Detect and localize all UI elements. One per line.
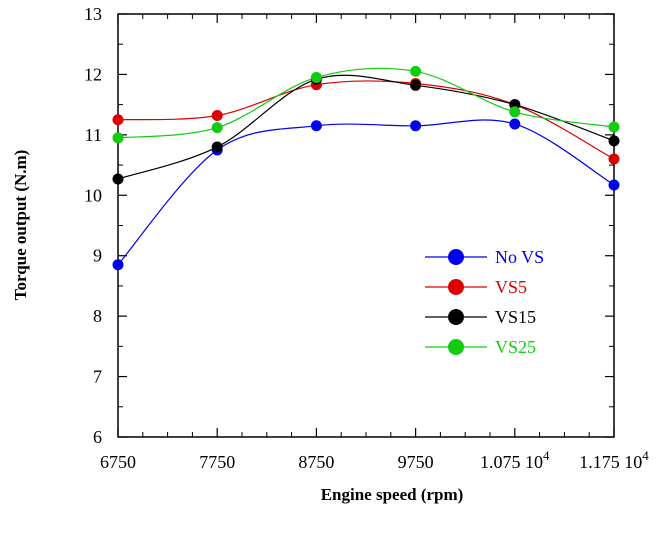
y-tick-label: 9 — [93, 246, 102, 266]
y-tick-label: 6 — [93, 427, 102, 447]
series-line-3 — [117, 67, 615, 139]
y-tick-label: 8 — [93, 306, 102, 326]
data-point — [211, 122, 223, 134]
y-tick-label: 11 — [85, 125, 102, 145]
series-line-1 — [117, 80, 615, 160]
x-tick-label: 1.075 104 — [480, 448, 550, 472]
data-point — [410, 120, 422, 132]
series-line-0 — [117, 119, 615, 266]
x-tick-label: 6750 — [100, 452, 136, 472]
series-points — [112, 65, 620, 271]
data-point — [310, 120, 322, 132]
data-point — [211, 141, 223, 153]
data-point — [608, 179, 620, 191]
x-tick-label: 7750 — [199, 452, 235, 472]
legend-label: VS5 — [495, 277, 527, 297]
x-tick-label: 1.175 104 — [579, 448, 649, 472]
data-point — [112, 173, 124, 185]
data-point — [211, 110, 223, 122]
data-point — [608, 135, 620, 147]
y-tick-label: 13 — [84, 4, 102, 24]
x-tick-label: 8750 — [298, 452, 334, 472]
data-point — [410, 79, 422, 91]
data-point — [509, 118, 521, 130]
data-point — [310, 71, 322, 83]
legend: No VS VS5 VS15 VS25 — [425, 247, 544, 357]
data-point — [509, 106, 521, 118]
axis-tick-labels: 6 7 8 9 10 11 12 13 6750 7750 8750 9750 1.075 104 1.1… — [84, 4, 649, 472]
data-point — [112, 114, 124, 126]
legend-label: VS25 — [495, 337, 536, 357]
series-line-2 — [117, 74, 615, 180]
legend-marker — [448, 249, 464, 265]
data-point — [112, 132, 124, 144]
x-axis-title: Engine speed (rpm) — [321, 485, 464, 504]
data-point — [608, 121, 620, 133]
axis-ticks — [117, 13, 615, 438]
legend-marker — [448, 309, 464, 325]
legend-marker — [448, 339, 464, 355]
y-tick-label: 7 — [93, 367, 102, 387]
y-tick-label: 12 — [84, 64, 102, 84]
y-axis-title: Torque output (N.m) — [11, 150, 30, 301]
data-point — [112, 259, 124, 271]
y-tick-label: 10 — [84, 185, 102, 205]
legend-label: VS15 — [495, 307, 536, 327]
x-tick-label: 9750 — [398, 452, 434, 472]
data-point — [410, 65, 422, 77]
legend-label: No VS — [495, 247, 544, 267]
legend-marker — [448, 279, 464, 295]
data-point — [608, 153, 620, 165]
series-lines — [117, 67, 615, 266]
